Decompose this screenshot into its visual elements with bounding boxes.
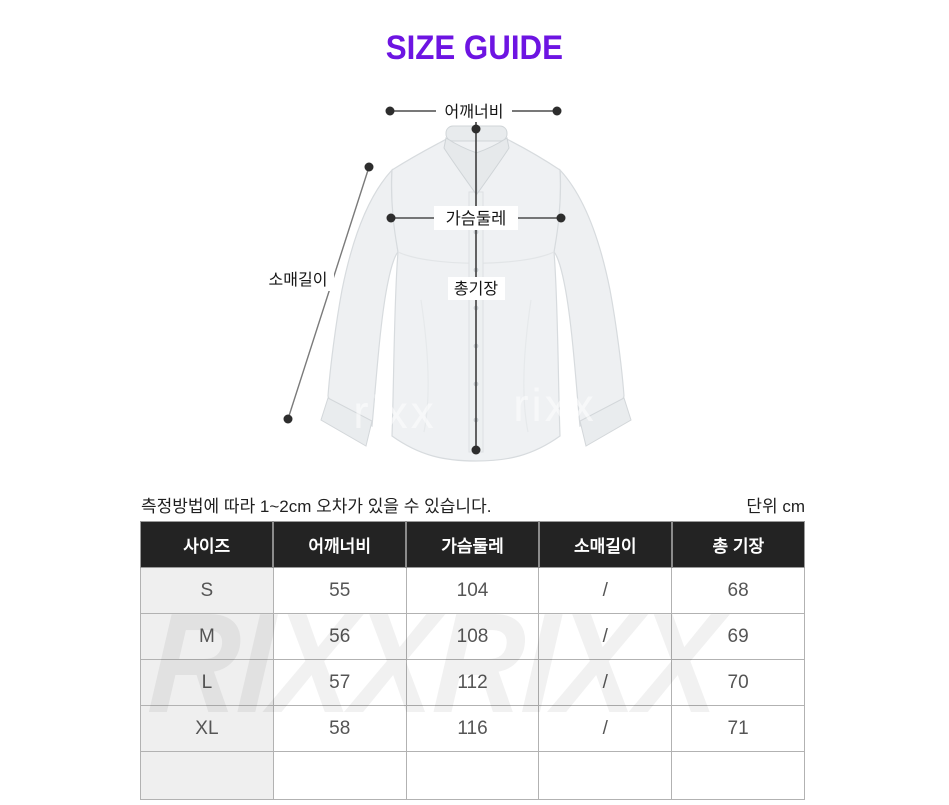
- chest-dot-right: [556, 213, 566, 223]
- shirt-left-cuff: [320, 397, 373, 447]
- col-header-size: 사이즈: [140, 521, 274, 568]
- col-header-shoulder: 어깨너비: [272, 521, 407, 568]
- cell-length: 71: [671, 705, 805, 752]
- cell-size: M: [140, 613, 274, 660]
- shirt-left-sleeve: [327, 168, 399, 427]
- measurement-tolerance-note: 측정방법에 따라 1~2cm 오차가 있을 수 있습니다.: [141, 497, 492, 516]
- table-row-l: L 57 112 / 70: [140, 659, 805, 706]
- shoulder-label: 어깨너비: [445, 103, 504, 121]
- cell-length: 69: [671, 613, 805, 660]
- col-header-sleeve: 소매길이: [537, 521, 673, 568]
- chest-dot-left: [386, 213, 396, 223]
- shirt-watermarks: rixx rixx: [353, 379, 597, 438]
- cell-size: [140, 751, 274, 800]
- cell-chest: 104: [405, 567, 540, 614]
- cell-chest: 112: [405, 659, 540, 706]
- table-row-empty: [140, 751, 805, 800]
- cell-length: 68: [671, 567, 805, 614]
- shirt-right-fold: [523, 299, 532, 433]
- cell-sleeve: /: [538, 659, 673, 706]
- length-dot-top: [471, 124, 481, 134]
- unit-note: 단위 cm: [746, 497, 805, 516]
- shirt-watermark-right: rixx: [513, 379, 597, 431]
- size-table-header: 사이즈 어깨너비 가슴둘레 소매길이 총 기장: [140, 521, 805, 568]
- shirt-body: [391, 137, 561, 462]
- length-label-box: [448, 277, 505, 300]
- col-header-length: 총 기장: [670, 521, 805, 568]
- cell-sleeve: [538, 751, 673, 800]
- cell-length: [671, 751, 805, 800]
- chest-label: 가슴둘레: [446, 209, 507, 228]
- cell-size: L: [140, 659, 274, 706]
- cell-shoulder: 56: [272, 613, 407, 660]
- measurement-annotations: 어깨너비 가슴둘레 총기장 소매길이: [262, 100, 566, 455]
- shoulder-label-box: [436, 100, 512, 122]
- shoulder-dot-left: [385, 106, 395, 116]
- sleeve-measure-line: [287, 166, 370, 420]
- cell-shoulder: 55: [272, 567, 407, 614]
- page-title-row: SIZE GUIDE: [0, 29, 949, 68]
- shirt-right-cuff: [579, 397, 632, 447]
- cell-shoulder: 58: [272, 705, 407, 752]
- shirt-right-sleeve: [553, 168, 625, 427]
- cell-sleeve: /: [538, 705, 673, 752]
- cell-sleeve: /: [538, 613, 673, 660]
- size-table-container: 사이즈 어깨너비 가슴둘레 소매길이 총 기장 S 55 104 / 68 M: [140, 521, 805, 800]
- cell-size: S: [140, 567, 274, 614]
- shirt-collar-left: [443, 137, 478, 196]
- shirt-chest-fold: [397, 251, 555, 264]
- shirt-illustration: rixx rixx: [320, 125, 632, 462]
- col-header-chest: 가슴둘레: [405, 521, 540, 568]
- table-row-m: M 56 108 / 69: [140, 613, 805, 660]
- shirt-placket: [468, 191, 484, 453]
- shirt-collar-band: [445, 125, 508, 142]
- page-title: SIZE GUIDE: [385, 29, 564, 67]
- cell-size: XL: [140, 705, 274, 752]
- cell-length: 70: [671, 659, 805, 706]
- cell-chest: [405, 751, 540, 800]
- sleeve-label-box: [262, 268, 334, 291]
- cell-chest: 116: [405, 705, 540, 752]
- shirt-watermark-left: rixx: [353, 386, 437, 438]
- table-row-xl: XL 58 116 / 71: [140, 705, 805, 752]
- sleeve-dot-bottom: [283, 414, 293, 424]
- table-row-s: S 55 104 / 68: [140, 567, 805, 614]
- length-dot-bottom: [471, 445, 481, 455]
- sleeve-dot-top: [364, 162, 374, 172]
- shirt-collar-right: [475, 137, 510, 196]
- sleeve-label: 소매길이: [269, 271, 328, 289]
- shoulder-dot-right: [552, 106, 562, 116]
- cell-chest: 108: [405, 613, 540, 660]
- shirt-left-fold: [420, 299, 429, 433]
- cell-sleeve: /: [538, 567, 673, 614]
- cell-shoulder: [272, 751, 407, 800]
- shirt-buttons: [473, 229, 479, 423]
- chest-label-box: [434, 206, 518, 230]
- cell-shoulder: 57: [272, 659, 407, 706]
- size-table: 사이즈 어깨너비 가슴둘레 소매길이 총 기장 S 55 104 / 68 M: [140, 521, 805, 800]
- length-label: 총기장: [454, 280, 498, 298]
